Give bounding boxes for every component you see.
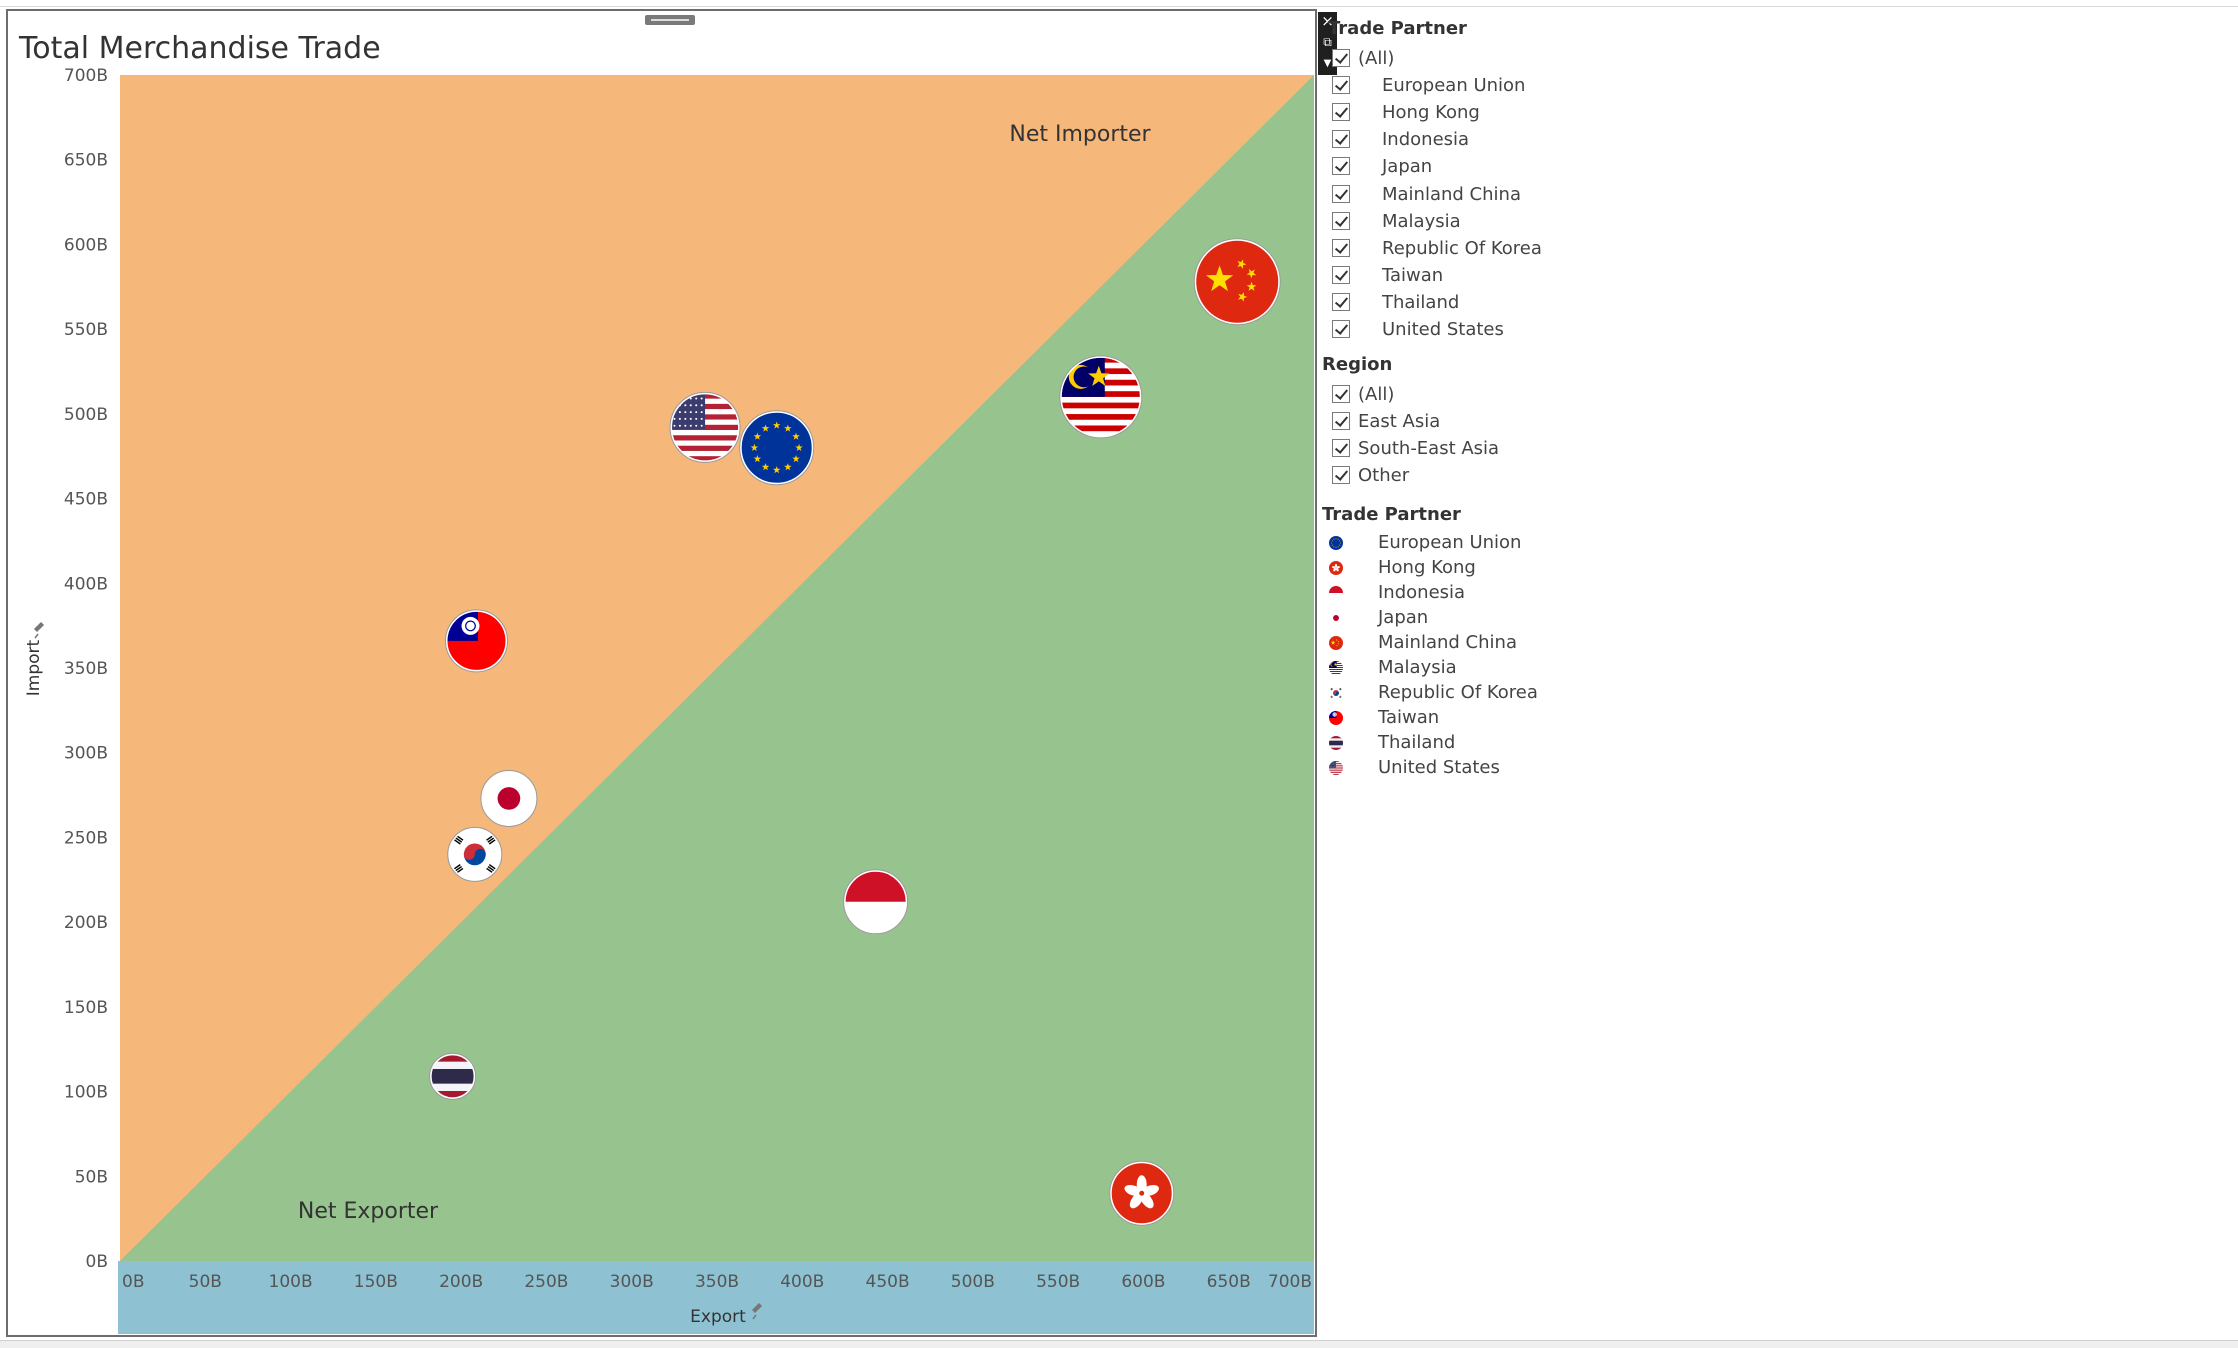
y-tick-label: 350B: [64, 659, 108, 679]
region-option-label: South-East Asia: [1358, 438, 1499, 459]
y-axis-title: Import: [24, 639, 44, 696]
region-filter-title: Region: [1322, 354, 1392, 375]
x-tick-label: 200B: [439, 1272, 483, 1292]
y-tick-label: 300B: [64, 744, 108, 764]
x-tick-label: 450B: [866, 1272, 910, 1292]
flag-icon: [1328, 560, 1344, 576]
trade-partner-option-label: Thailand: [1382, 292, 1459, 313]
flag-icon: [1328, 610, 1344, 626]
x-tick-label: 350B: [695, 1272, 739, 1292]
region-option-label: Other: [1358, 465, 1409, 486]
x-tick-label: 500B: [951, 1272, 995, 1292]
flag-icon: [1328, 735, 1344, 751]
checkbox[interactable]: [1332, 130, 1350, 148]
x-tick-label: 550B: [1036, 1272, 1080, 1292]
y-tick-label: 0B: [86, 1252, 108, 1272]
trade-partner-option-label: United States: [1382, 319, 1504, 340]
y-tick-label: 450B: [64, 490, 108, 510]
y-tick-label: 400B: [64, 574, 108, 594]
checkbox[interactable]: [1332, 266, 1350, 284]
trade-partner-option-label: European Union: [1382, 75, 1525, 96]
region-option-label: East Asia: [1358, 411, 1440, 432]
y-tick-label: 200B: [64, 913, 108, 933]
x-tick-label: 100B: [269, 1272, 313, 1292]
checkbox[interactable]: [1332, 466, 1350, 484]
y-tick-label: 50B: [75, 1167, 108, 1187]
checkbox[interactable]: [1332, 412, 1350, 430]
x-tick-label: 0B: [122, 1272, 144, 1292]
y-tick-label: 150B: [64, 998, 108, 1018]
legend-item-label: Mainland China: [1378, 632, 1517, 653]
trade-partner-option-label: Malaysia: [1382, 211, 1461, 232]
flag-icon: [1328, 710, 1344, 726]
legend-item-label: Taiwan: [1378, 707, 1439, 728]
x-tick-label: 600B: [1121, 1272, 1165, 1292]
flag-icon: [1328, 760, 1344, 776]
net-importer-label: Net Importer: [1009, 122, 1151, 147]
top-border: [0, 0, 2238, 7]
trade-partner-option-label: Hong Kong: [1382, 102, 1480, 123]
y-tick-label: 650B: [64, 151, 108, 171]
trade-partner-option-label: Mainland China: [1382, 184, 1521, 205]
checkbox[interactable]: [1332, 49, 1350, 67]
legend-title: Trade Partner: [1322, 504, 1461, 525]
flag-icon: [1328, 585, 1344, 601]
checkbox[interactable]: [1332, 103, 1350, 121]
checkbox[interactable]: [1332, 76, 1350, 94]
x-tick-label: 50B: [189, 1272, 222, 1292]
legend-item-label: Republic Of Korea: [1378, 682, 1538, 703]
x-tick-label: 300B: [610, 1272, 654, 1292]
flag-icon: [1328, 635, 1344, 651]
y-tick-label: 700B: [64, 66, 108, 86]
legend-item-label: Japan: [1378, 607, 1428, 628]
legend-item-label: United States: [1378, 757, 1500, 778]
x-tick-label: 700B: [1268, 1272, 1312, 1292]
checkbox[interactable]: [1332, 439, 1350, 457]
checkbox[interactable]: [1332, 239, 1350, 257]
y-tick-label: 100B: [64, 1083, 108, 1103]
y-tick-label: 600B: [64, 235, 108, 255]
y-tick-label: 550B: [64, 320, 108, 340]
legend-item-label: Malaysia: [1378, 657, 1457, 678]
legend-item-label: Hong Kong: [1378, 557, 1476, 578]
x-tick-label: 150B: [354, 1272, 398, 1292]
flag-icon: [1328, 660, 1344, 676]
trade-partner-option-label: Indonesia: [1382, 129, 1469, 150]
flag-icon: [1328, 685, 1344, 701]
legend-item-label: Indonesia: [1378, 582, 1465, 603]
trade-partner-option-label: Japan: [1382, 156, 1432, 177]
legend-item-label: Thailand: [1378, 732, 1455, 753]
region-option-label: (All): [1358, 384, 1394, 405]
net-exporter-label: Net Exporter: [298, 1199, 439, 1224]
checkbox[interactable]: [1332, 320, 1350, 338]
flag-icon: [1328, 535, 1344, 551]
pin-icon: [35, 623, 43, 638]
checkbox[interactable]: [1332, 157, 1350, 175]
legend-item-label: European Union: [1378, 532, 1521, 553]
checkbox[interactable]: [1332, 185, 1350, 203]
y-tick-label: 500B: [64, 405, 108, 425]
x-tick-label: 650B: [1207, 1272, 1251, 1292]
trade-partner-option-label: (All): [1358, 48, 1394, 69]
x-axis-title: Export: [690, 1307, 746, 1327]
y-tick-label: 250B: [64, 828, 108, 848]
checkbox[interactable]: [1332, 385, 1350, 403]
trade-partner-option-label: Taiwan: [1382, 265, 1443, 286]
checkbox[interactable]: [1332, 293, 1350, 311]
x-tick-label: 400B: [780, 1272, 824, 1292]
checkbox[interactable]: [1332, 212, 1350, 230]
trade-partner-filter-title: Trade Partner: [1328, 18, 1467, 39]
trade-partner-option-label: Republic Of Korea: [1382, 238, 1542, 259]
scatter-chart: Net Importer Net Exporter 0B 50B 100B 150B 200…: [8, 11, 1319, 1339]
x-tick-label: 250B: [524, 1272, 568, 1292]
